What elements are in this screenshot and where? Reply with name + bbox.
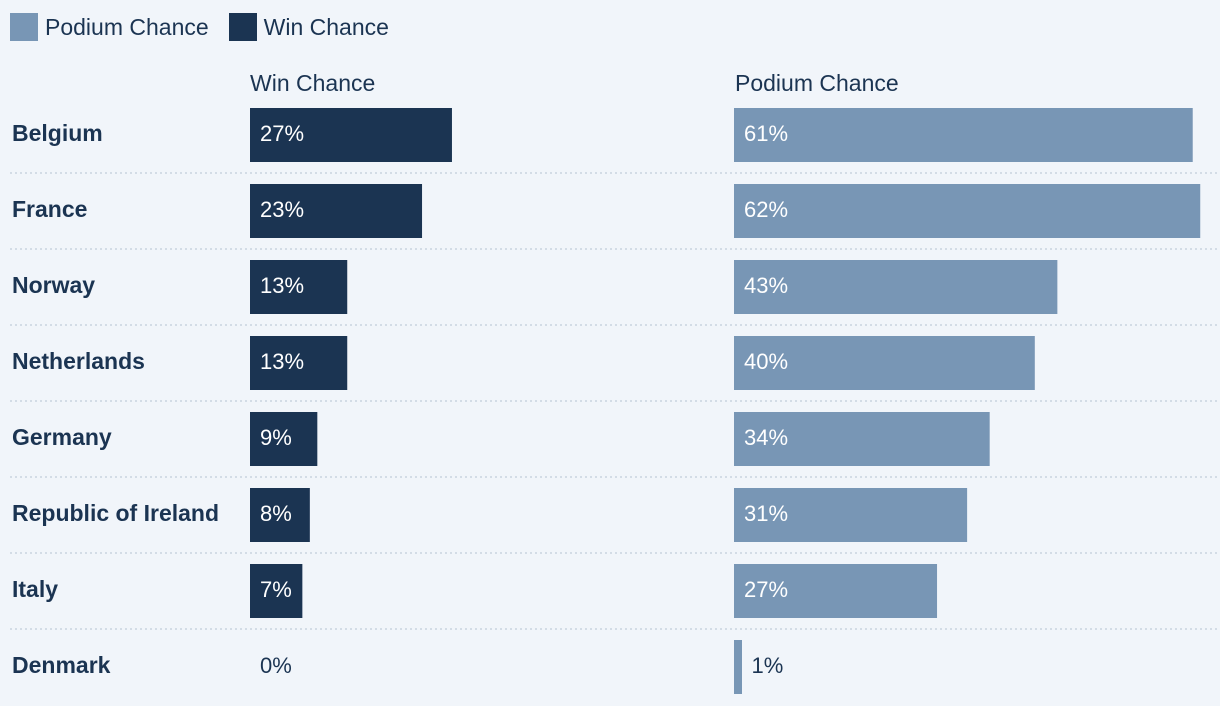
- legend-label-win: Win Chance: [263, 13, 389, 40]
- podium-value-label-italy: 27%: [744, 577, 788, 602]
- chart-legend: Podium Chance Win Chance: [10, 11, 409, 43]
- category-label-netherlands: Netherlands: [12, 348, 145, 374]
- win-value-label-belgium: 27%: [260, 121, 304, 146]
- legend-swatch-podium: [10, 13, 38, 41]
- podium-value-label-france: 62%: [744, 197, 788, 222]
- legend-item-podium: Podium Chance: [10, 13, 209, 41]
- category-label-germany: Germany: [12, 424, 112, 450]
- win-value-label-denmark: 0%: [260, 653, 292, 678]
- win-value-label-france: 23%: [260, 197, 304, 222]
- podium-value-label-republic-of-ireland: 31%: [744, 501, 788, 526]
- podium-bar-germany: [734, 412, 990, 466]
- win-bar-norway: [250, 260, 348, 314]
- podium-value-label-germany: 34%: [744, 425, 788, 450]
- podium-bar-italy: [734, 564, 938, 618]
- win-bar-germany: [250, 412, 318, 466]
- win-value-label-netherlands: 13%: [260, 349, 304, 374]
- category-label-norway: Norway: [12, 272, 95, 298]
- win-bar-belgium: [250, 108, 452, 162]
- podium-value-label-netherlands: 40%: [744, 349, 788, 374]
- win-panel-title: Win Chance: [250, 70, 376, 96]
- win-bar-italy: [250, 564, 303, 618]
- legend-label-podium: Podium Chance: [45, 13, 209, 40]
- category-label-france: France: [12, 196, 87, 222]
- podium-value-label-denmark: 1%: [752, 653, 784, 678]
- win-bar-france: [250, 184, 423, 238]
- podium-bar-france: [734, 184, 1201, 238]
- win-value-label-republic-of-ireland: 8%: [260, 501, 292, 526]
- win-bar-republic-of-ireland: [250, 488, 310, 542]
- podium-bar-republic-of-ireland: [734, 488, 968, 542]
- win-value-label-italy: 7%: [260, 577, 292, 602]
- podium-panel-title: Podium Chance: [735, 70, 899, 96]
- win-bar-netherlands: [250, 336, 348, 390]
- podium-bar-norway: [734, 260, 1058, 314]
- category-label-italy: Italy: [12, 576, 58, 602]
- category-label-denmark: Denmark: [12, 652, 111, 678]
- category-label-republic-of-ireland: Republic of Ireland: [12, 500, 219, 526]
- podium-bar-netherlands: [734, 336, 1035, 390]
- podium-value-label-norway: 43%: [744, 273, 788, 298]
- podium-value-label-belgium: 61%: [744, 121, 788, 146]
- podium-bar-denmark: [734, 640, 742, 694]
- legend-swatch-win: [228, 13, 257, 41]
- win-value-label-germany: 9%: [260, 425, 292, 450]
- category-label-belgium: Belgium: [12, 120, 103, 146]
- win-value-label-norway: 13%: [260, 273, 304, 298]
- podium-bar-belgium: [734, 108, 1193, 162]
- legend-item-win: Win Chance: [228, 13, 389, 41]
